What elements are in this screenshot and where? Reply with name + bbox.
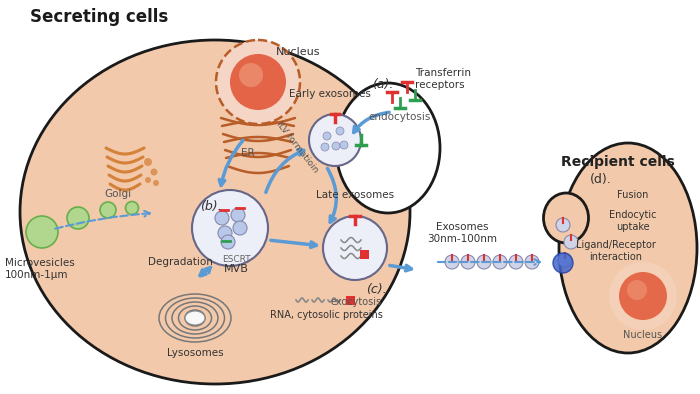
Circle shape — [477, 255, 491, 269]
Circle shape — [125, 201, 139, 214]
Text: ILV formatioin: ILV formatioin — [274, 119, 319, 174]
Text: RNA, cytosolic proteins: RNA, cytosolic proteins — [270, 310, 382, 320]
Text: Secreting cells: Secreting cells — [30, 8, 168, 26]
Text: (d).: (d). — [590, 173, 612, 186]
Circle shape — [221, 235, 235, 249]
Circle shape — [461, 255, 475, 269]
Circle shape — [564, 235, 578, 249]
Circle shape — [216, 40, 300, 124]
Circle shape — [340, 141, 348, 149]
Circle shape — [230, 54, 286, 110]
Circle shape — [609, 262, 677, 330]
Text: Late exosomes: Late exosomes — [316, 190, 394, 200]
Text: ER: ER — [241, 148, 255, 158]
Text: Nucleus: Nucleus — [624, 330, 663, 340]
FancyBboxPatch shape — [346, 296, 355, 305]
Circle shape — [67, 207, 89, 229]
Circle shape — [619, 272, 667, 320]
Text: (a).: (a). — [372, 78, 393, 91]
Text: Lysosomes: Lysosomes — [167, 348, 223, 358]
Circle shape — [509, 255, 523, 269]
Circle shape — [493, 255, 507, 269]
Circle shape — [323, 216, 387, 280]
Circle shape — [556, 218, 570, 232]
Text: Fusion: Fusion — [617, 190, 649, 200]
Circle shape — [309, 114, 361, 166]
Text: Degradation: Degradation — [148, 257, 213, 267]
Circle shape — [153, 180, 159, 186]
Ellipse shape — [20, 40, 410, 384]
Text: (b).: (b). — [200, 200, 222, 213]
Circle shape — [321, 143, 329, 151]
Text: endocytosis: endocytosis — [369, 112, 431, 122]
Text: Recipient cells: Recipient cells — [561, 155, 675, 169]
Circle shape — [445, 255, 459, 269]
Circle shape — [332, 142, 340, 150]
Circle shape — [558, 253, 572, 267]
Text: Ligand/Receptor
interaction: Ligand/Receptor interaction — [576, 240, 656, 262]
Text: (c).: (c). — [366, 283, 386, 296]
Circle shape — [100, 202, 116, 218]
Text: Nucleus: Nucleus — [276, 47, 321, 57]
Circle shape — [233, 221, 247, 235]
Ellipse shape — [543, 193, 589, 243]
Text: Endocytic
uptake: Endocytic uptake — [609, 210, 657, 232]
Text: Exosomes
30nm-100nm: Exosomes 30nm-100nm — [427, 222, 497, 244]
Circle shape — [218, 226, 232, 240]
Circle shape — [150, 169, 158, 175]
Text: Golgi: Golgi — [104, 189, 131, 199]
Circle shape — [627, 280, 647, 300]
Ellipse shape — [336, 83, 440, 213]
FancyBboxPatch shape — [360, 250, 369, 259]
Text: Transferrin
receptors: Transferrin receptors — [415, 68, 471, 89]
Text: Microvesicles
100nm-1μm: Microvesicles 100nm-1μm — [5, 258, 75, 280]
Ellipse shape — [559, 143, 697, 353]
Ellipse shape — [185, 311, 205, 325]
Circle shape — [192, 190, 268, 266]
Circle shape — [215, 211, 229, 225]
Circle shape — [145, 177, 151, 183]
Text: exocytosis: exocytosis — [330, 297, 382, 307]
Circle shape — [26, 216, 58, 248]
Circle shape — [144, 158, 152, 166]
Text: Early exosomes: Early exosomes — [289, 89, 371, 99]
Circle shape — [239, 63, 263, 87]
Circle shape — [525, 255, 539, 269]
Text: MVB: MVB — [223, 264, 248, 274]
Circle shape — [336, 127, 344, 135]
Circle shape — [231, 208, 245, 222]
Circle shape — [553, 253, 573, 273]
Text: ESCRT: ESCRT — [222, 255, 251, 264]
Circle shape — [323, 132, 331, 140]
